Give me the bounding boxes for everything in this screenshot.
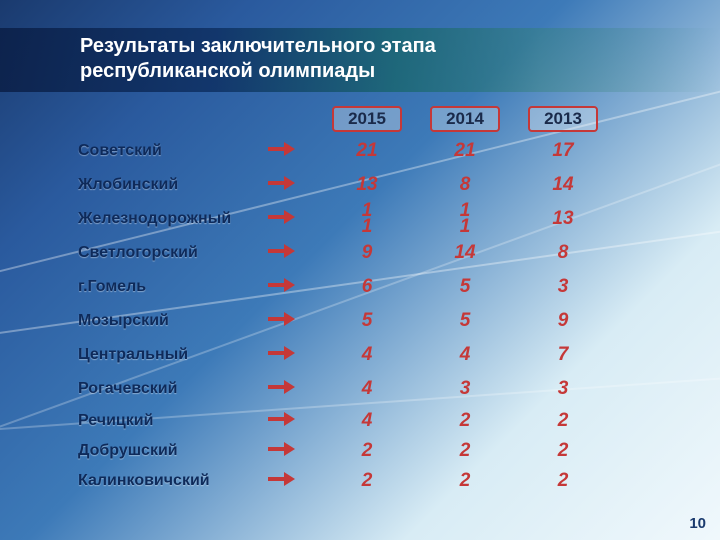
value-cell: 2 <box>416 406 514 436</box>
table-row: Железнодорожный111113 <box>78 202 612 236</box>
value-cell: 2 <box>318 436 416 466</box>
arrow-cell <box>268 436 318 466</box>
value-cell: 8 <box>514 236 612 270</box>
value-cell: 2 <box>514 436 612 466</box>
region-cell: Жлобинский <box>78 168 268 202</box>
region-cell: Центральный <box>78 338 268 372</box>
table-row: Мозырский559 <box>78 304 612 338</box>
value-cell: 3 <box>514 372 612 406</box>
arrow-icon <box>268 413 298 425</box>
value-cell: 2 <box>318 466 416 496</box>
value-cell: 2 <box>416 436 514 466</box>
region-cell: Рогачевский <box>78 372 268 406</box>
value-cell: 4 <box>416 338 514 372</box>
arrow-cell <box>268 466 318 496</box>
value-cell: 21 <box>318 134 416 168</box>
value-cell: 2 <box>514 406 612 436</box>
arrow-cell <box>268 372 318 406</box>
value-cell: 11 <box>416 202 514 236</box>
arrow-cell <box>268 134 318 168</box>
value-cell: 9 <box>318 236 416 270</box>
arrow-cell <box>268 270 318 304</box>
slide: Результаты заключительного этапа республ… <box>0 0 720 540</box>
value-cell: 3 <box>416 372 514 406</box>
table-row: Калинковичский222 <box>78 466 612 496</box>
arrow-icon <box>268 473 298 485</box>
slide-title: Результаты заключительного этапа республ… <box>80 34 720 84</box>
value-cell: 6 <box>318 270 416 304</box>
value-cell: 11 <box>318 202 416 236</box>
value-cell: 21 <box>416 134 514 168</box>
arrow-icon <box>268 143 298 155</box>
value-cell: 3 <box>514 270 612 304</box>
region-cell: Светлогорский <box>78 236 268 270</box>
value-cell: 4 <box>318 338 416 372</box>
table-row: Советский212117 <box>78 134 612 168</box>
region-cell: Добрушский <box>78 436 268 466</box>
table-row: Добрушский222 <box>78 436 612 466</box>
value-cell: 13 <box>318 168 416 202</box>
value-cell: 8 <box>416 168 514 202</box>
value-cell: 14 <box>416 236 514 270</box>
page-number: 10 <box>689 515 706 532</box>
arrow-icon <box>268 211 298 223</box>
table-row: Светлогорский 9148 <box>78 236 612 270</box>
region-cell: Железнодорожный <box>78 202 268 236</box>
value-cell: 4 <box>318 406 416 436</box>
table-row: Рогачевский433 <box>78 372 612 406</box>
arrow-icon <box>268 177 298 189</box>
value-cell: 5 <box>416 270 514 304</box>
arrow-icon <box>268 245 298 257</box>
arrow-icon <box>268 443 298 455</box>
region-cell: г.Гомель <box>78 270 268 304</box>
arrow-cell <box>268 304 318 338</box>
table-row: Центральный447 <box>78 338 612 372</box>
table-row: г.Гомель 653 <box>78 270 612 304</box>
value-cell: 13 <box>514 202 612 236</box>
arrow-cell <box>268 168 318 202</box>
arrow-icon <box>268 279 298 291</box>
region-cell: Калинковичский <box>78 466 268 496</box>
value-cell: 5 <box>318 304 416 338</box>
value-cell: 4 <box>318 372 416 406</box>
table-row: Жлобинский 13814 <box>78 168 612 202</box>
arrow-cell <box>268 338 318 372</box>
arrow-icon <box>268 313 298 325</box>
value-cell: 17 <box>514 134 612 168</box>
year-header: 2014 <box>416 104 514 134</box>
arrow-icon <box>268 347 298 359</box>
table-row: Речицкий422 <box>78 406 612 436</box>
arrow-cell <box>268 202 318 236</box>
value-cell: 5 <box>416 304 514 338</box>
year-header: 2015 <box>318 104 416 134</box>
title-band: Результаты заключительного этапа республ… <box>0 28 720 92</box>
value-cell: 2 <box>514 466 612 496</box>
value-cell: 7 <box>514 338 612 372</box>
value-cell: 14 <box>514 168 612 202</box>
value-cell: 2 <box>416 466 514 496</box>
value-cell: 9 <box>514 304 612 338</box>
region-cell: Речицкий <box>78 406 268 436</box>
year-header: 2013 <box>514 104 612 134</box>
results-table: 2015 2014 2013 Советский212117Жлобинский… <box>78 104 612 496</box>
region-cell: Советский <box>78 134 268 168</box>
arrow-cell <box>268 236 318 270</box>
arrow-icon <box>268 381 298 393</box>
region-cell: Мозырский <box>78 304 268 338</box>
arrow-cell <box>268 406 318 436</box>
